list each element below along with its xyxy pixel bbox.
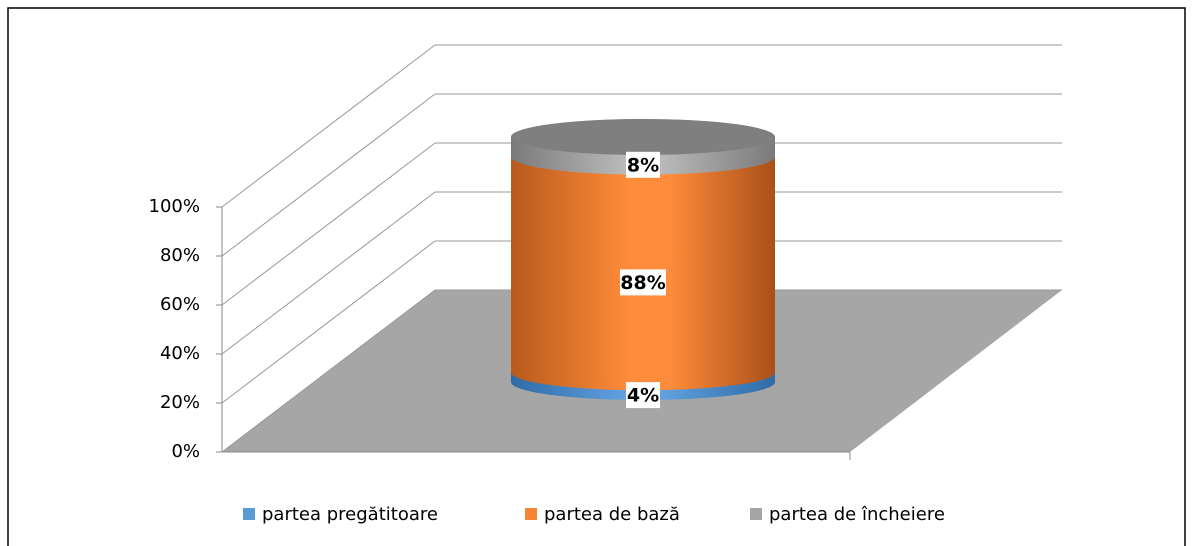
data-label: 4% xyxy=(627,385,659,407)
legend-swatch xyxy=(243,508,255,520)
legend-swatch xyxy=(525,508,537,520)
chart-frame xyxy=(7,7,1186,546)
grid-line xyxy=(221,44,436,208)
data-label-box xyxy=(626,151,660,178)
y-tick-label: 60% xyxy=(160,294,200,315)
grid-line xyxy=(221,93,436,257)
bar-segment xyxy=(511,138,775,391)
grid-line xyxy=(221,191,436,355)
legend-label: partea pregătitoare xyxy=(262,504,438,525)
grid-line xyxy=(221,240,436,404)
legend-label: partea de bază xyxy=(544,504,680,525)
data-label-box xyxy=(626,382,660,409)
y-tick-label: 100% xyxy=(149,196,200,217)
y-tick-label: 40% xyxy=(160,343,200,364)
y-tick-label: 80% xyxy=(160,245,200,266)
legend-swatch xyxy=(750,508,762,520)
cylinder-top xyxy=(511,119,775,155)
data-label: 8% xyxy=(627,154,659,176)
legend-label: partea de încheiere xyxy=(769,504,945,525)
y-tick-label: 0% xyxy=(171,441,200,462)
grid-line xyxy=(221,289,436,453)
data-label: 88% xyxy=(620,272,665,294)
data-label-box xyxy=(620,269,666,296)
y-tick-label: 20% xyxy=(160,392,200,413)
grid-line xyxy=(221,142,436,306)
